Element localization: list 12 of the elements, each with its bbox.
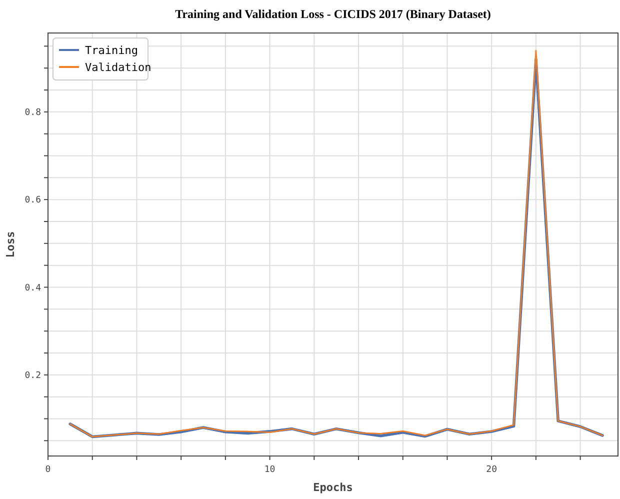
x-axis-title: Epochs bbox=[313, 481, 353, 494]
x-tick-label: 10 bbox=[264, 465, 276, 475]
x-tick-label: 0 bbox=[45, 465, 51, 475]
legend-label: Training bbox=[85, 44, 138, 57]
legend-label: Validation bbox=[85, 61, 152, 74]
y-tick-label: 0.2 bbox=[24, 371, 41, 382]
y-axis-title: Loss bbox=[4, 231, 17, 258]
y-tick-label: 0.4 bbox=[24, 283, 41, 294]
x-tick-label: 20 bbox=[486, 465, 497, 475]
y-tick-label: 0.6 bbox=[24, 196, 41, 206]
chart-title: Training and Validation Loss - CICIDS 2017 (Binary Dataset) bbox=[175, 7, 491, 21]
y-tick-label: 0.8 bbox=[24, 108, 41, 118]
